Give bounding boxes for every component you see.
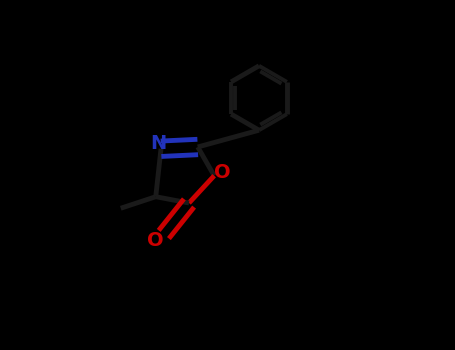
Text: O: O xyxy=(213,163,230,182)
Text: O: O xyxy=(147,231,163,250)
Text: N: N xyxy=(150,134,167,153)
